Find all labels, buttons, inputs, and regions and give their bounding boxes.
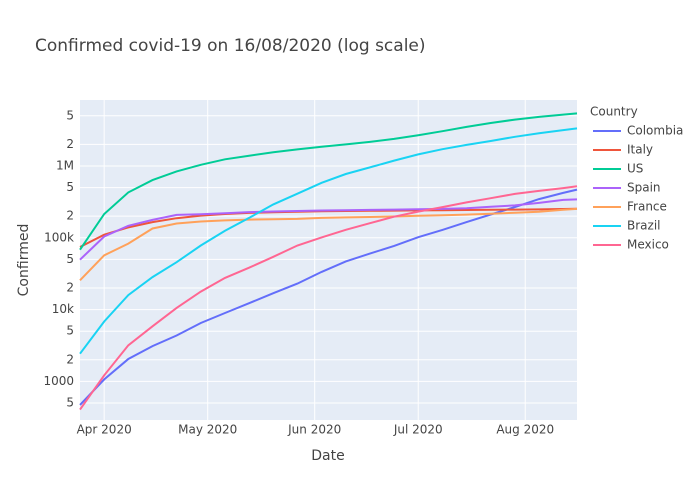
x-tick-label: Aug 2020 <box>496 423 554 437</box>
series-line <box>79 112 578 251</box>
series-line <box>79 207 578 281</box>
legend-label: Brazil <box>627 219 661 233</box>
x-tick-label: Apr 2020 <box>77 423 132 437</box>
series-line <box>79 185 578 411</box>
y-tick-label: 10k <box>52 302 74 316</box>
y-tick-label: 2 <box>66 137 74 151</box>
y-tick-label: 1M <box>56 158 74 172</box>
x-tick-label: May 2020 <box>178 423 237 437</box>
legend-label: Italy <box>627 143 653 157</box>
y-tick-label: 5 <box>66 252 74 266</box>
legend-label: Spain <box>627 181 661 195</box>
y-tick-label: 100k <box>44 230 74 244</box>
chart-title: Confirmed covid-19 on 16/08/2020 (log sc… <box>35 36 426 56</box>
x-tick-label: Jun 2020 <box>287 423 341 437</box>
series-line <box>79 198 578 261</box>
legend-title: Country <box>590 105 638 119</box>
series-line <box>79 188 578 406</box>
series-line <box>79 127 578 355</box>
legend-label: Mexico <box>627 238 669 252</box>
y-tick-label: 5 <box>66 396 74 410</box>
legend-label: Colombia <box>627 124 683 138</box>
y-tick-label: 5 <box>66 180 74 194</box>
y-tick-label: 2 <box>66 209 74 223</box>
y-tick-label: 5 <box>66 324 74 338</box>
y-axis-title: Confirmed <box>16 224 32 297</box>
y-tick-label: 5 <box>66 108 74 122</box>
y-tick-label: 1000 <box>43 374 74 388</box>
plot-area <box>80 100 577 420</box>
y-tick-label: 2 <box>66 280 74 294</box>
legend-label: US <box>627 162 643 176</box>
x-axis-title: Date <box>311 448 344 464</box>
legend-label: France <box>627 200 667 214</box>
x-tick-label: Jul 2020 <box>393 423 443 437</box>
y-tick-label: 2 <box>66 352 74 366</box>
